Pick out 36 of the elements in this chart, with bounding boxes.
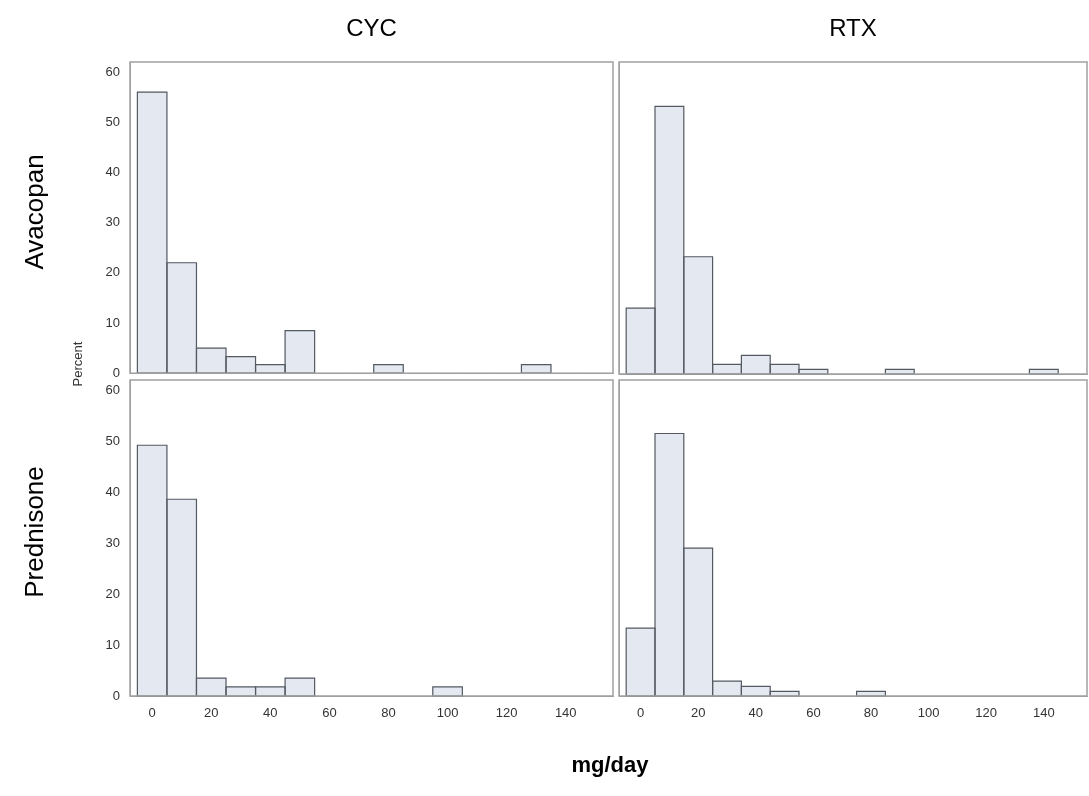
x-tick-label: 80 xyxy=(863,705,879,721)
y-tick-label: 60 xyxy=(105,381,120,397)
y-tick-label: 50 xyxy=(105,432,120,448)
y-tick-label: 30 xyxy=(105,214,120,230)
y-tick-label: 10 xyxy=(105,314,120,330)
y-tick-label: 20 xyxy=(105,585,120,601)
x-tick-label: 100 xyxy=(436,705,459,721)
y-tick-label: 40 xyxy=(105,483,120,499)
y-tick-label: 0 xyxy=(112,364,120,380)
x-tick-label: 100 xyxy=(917,705,940,721)
x-tick-label: 60 xyxy=(322,705,337,721)
x-tick-label: 140 xyxy=(554,705,577,721)
x-tick-label: 80 xyxy=(381,705,396,721)
y-tick-label: 10 xyxy=(105,636,120,652)
chart-title: RTX xyxy=(829,14,877,42)
x-tick-label: 120 xyxy=(975,705,998,721)
y-axis-title: Prednisone xyxy=(18,466,50,598)
x-tick-label: 60 xyxy=(806,705,821,721)
y-tick-label: 20 xyxy=(105,264,120,280)
y-tick-label: 40 xyxy=(105,164,120,179)
y-tick-label: 60 xyxy=(105,63,120,79)
y-axis-title: Avacopan xyxy=(18,154,50,270)
x-tick-label: 20 xyxy=(204,705,219,721)
x-tick-label: 20 xyxy=(690,705,706,721)
chart-title: CYC xyxy=(346,14,397,42)
x-tick-label: 40 xyxy=(263,705,278,721)
x-tick-label: 0 xyxy=(148,705,156,721)
text: Percent xyxy=(69,341,85,387)
x-tick-label: 40 xyxy=(748,705,764,721)
y-tick-label: 50 xyxy=(105,113,120,129)
x-axis-title: mg/day xyxy=(571,752,649,778)
x-tick-label: 120 xyxy=(495,705,518,721)
x-tick-label: 0 xyxy=(636,705,645,721)
x-tick-label: 140 xyxy=(1032,705,1055,721)
y-tick-label: 30 xyxy=(105,534,120,550)
y-tick-label: 0 xyxy=(112,687,120,703)
